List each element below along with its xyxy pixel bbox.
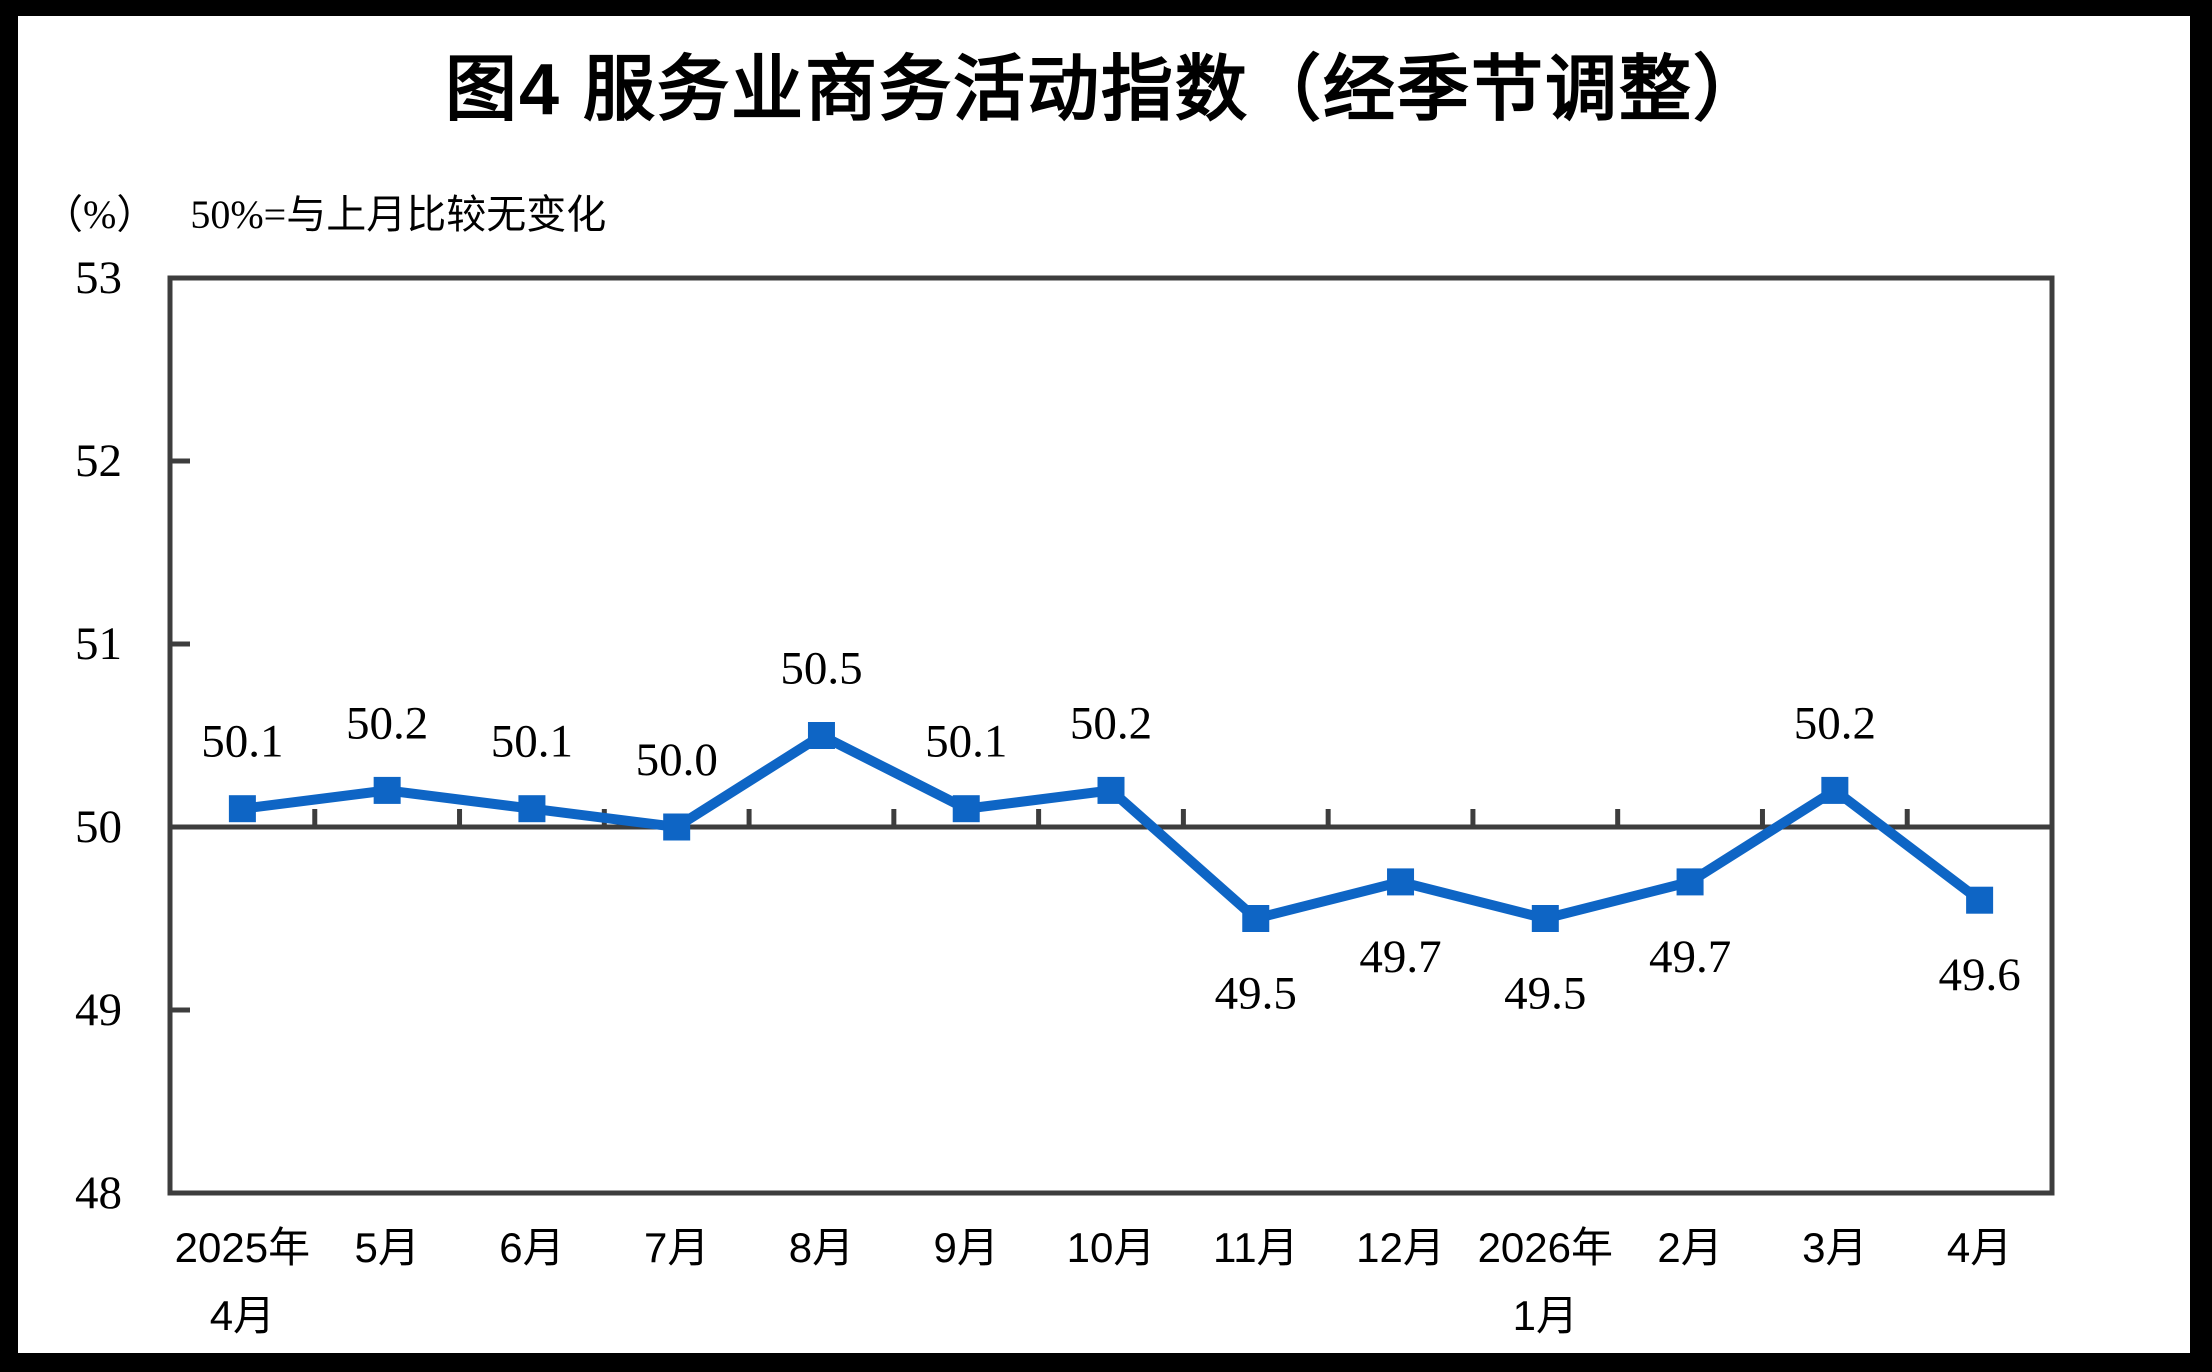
x-axis-tick-label: 2026年 <box>1478 1224 1613 1271</box>
data-point-marker <box>373 776 401 804</box>
x-axis-tick-label: 2025年 <box>175 1224 310 1271</box>
data-label: 49.7 <box>1649 931 1731 983</box>
x-axis-tick-label: 6月 <box>499 1224 564 1271</box>
data-point-marker <box>518 795 546 823</box>
y-axis-tick-label: 48 <box>75 1167 122 1219</box>
data-label: 50.1 <box>491 716 573 768</box>
reference-note: 50%=与上月比较无变化 <box>190 192 607 237</box>
chart-subtitle-row: （%） 50%=与上月比较无变化 <box>43 182 606 240</box>
chart-title: 图4 服务业商务活动指数（经季节调整） <box>444 50 1768 130</box>
data-point-marker <box>1242 905 1270 932</box>
data-point-marker <box>1531 905 1559 932</box>
data-point-marker <box>1676 868 1704 896</box>
x-axis-tick-label: 4月 <box>1947 1224 2012 1271</box>
plot-border <box>167 275 2055 1196</box>
data-label: 50.2 <box>1794 697 1876 749</box>
y-axis-tick-label: 50 <box>75 801 122 853</box>
data-label: 50.2 <box>1070 697 1152 749</box>
y-axis-tick-label: 49 <box>75 984 122 1036</box>
data-point-marker <box>1966 886 1994 914</box>
data-point-marker <box>1821 776 1849 804</box>
data-label: 50.2 <box>346 697 428 749</box>
data-point-marker <box>228 795 256 823</box>
y-axis-tick-label: 52 <box>75 435 122 487</box>
data-label: 50.1 <box>925 716 1007 768</box>
data-label: 49.7 <box>1359 931 1441 983</box>
data-point-marker <box>952 795 980 823</box>
y-axis-tick-label: 51 <box>75 618 122 670</box>
x-axis-tick-label: 12月 <box>1356 1224 1445 1271</box>
x-axis-tick-label: 2月 <box>1657 1224 1722 1271</box>
x-axis-tick-label: 8月 <box>789 1224 854 1271</box>
x-axis-tick-label: 10月 <box>1067 1224 1156 1271</box>
x-axis-tick-label: 5月 <box>354 1224 419 1271</box>
data-label: 50.5 <box>780 643 862 695</box>
x-axis-tick-label: 4月 <box>210 1292 275 1339</box>
y-axis-tick-label: 53 <box>75 252 122 304</box>
data-label: 49.6 <box>1938 949 2020 1001</box>
x-axis-tick-label: 11月 <box>1213 1224 1299 1271</box>
data-label: 49.5 <box>1504 968 1586 1020</box>
data-point-marker <box>663 813 691 841</box>
chart-page <box>18 16 2190 1353</box>
x-axis-tick-label: 7月 <box>644 1224 709 1271</box>
x-axis-tick-label: 3月 <box>1802 1224 1867 1271</box>
x-axis-tick-label: 9月 <box>934 1224 999 1271</box>
data-point-marker <box>807 722 835 749</box>
x-axis-tick-label: 1月 <box>1513 1292 1578 1339</box>
data-label: 49.5 <box>1215 968 1297 1020</box>
data-point-marker <box>1097 776 1125 804</box>
y-axis-unit-label: （%） <box>43 192 157 237</box>
data-label: 50.0 <box>636 734 718 786</box>
data-point-marker <box>1387 868 1415 896</box>
data-label: 50.1 <box>201 716 283 768</box>
